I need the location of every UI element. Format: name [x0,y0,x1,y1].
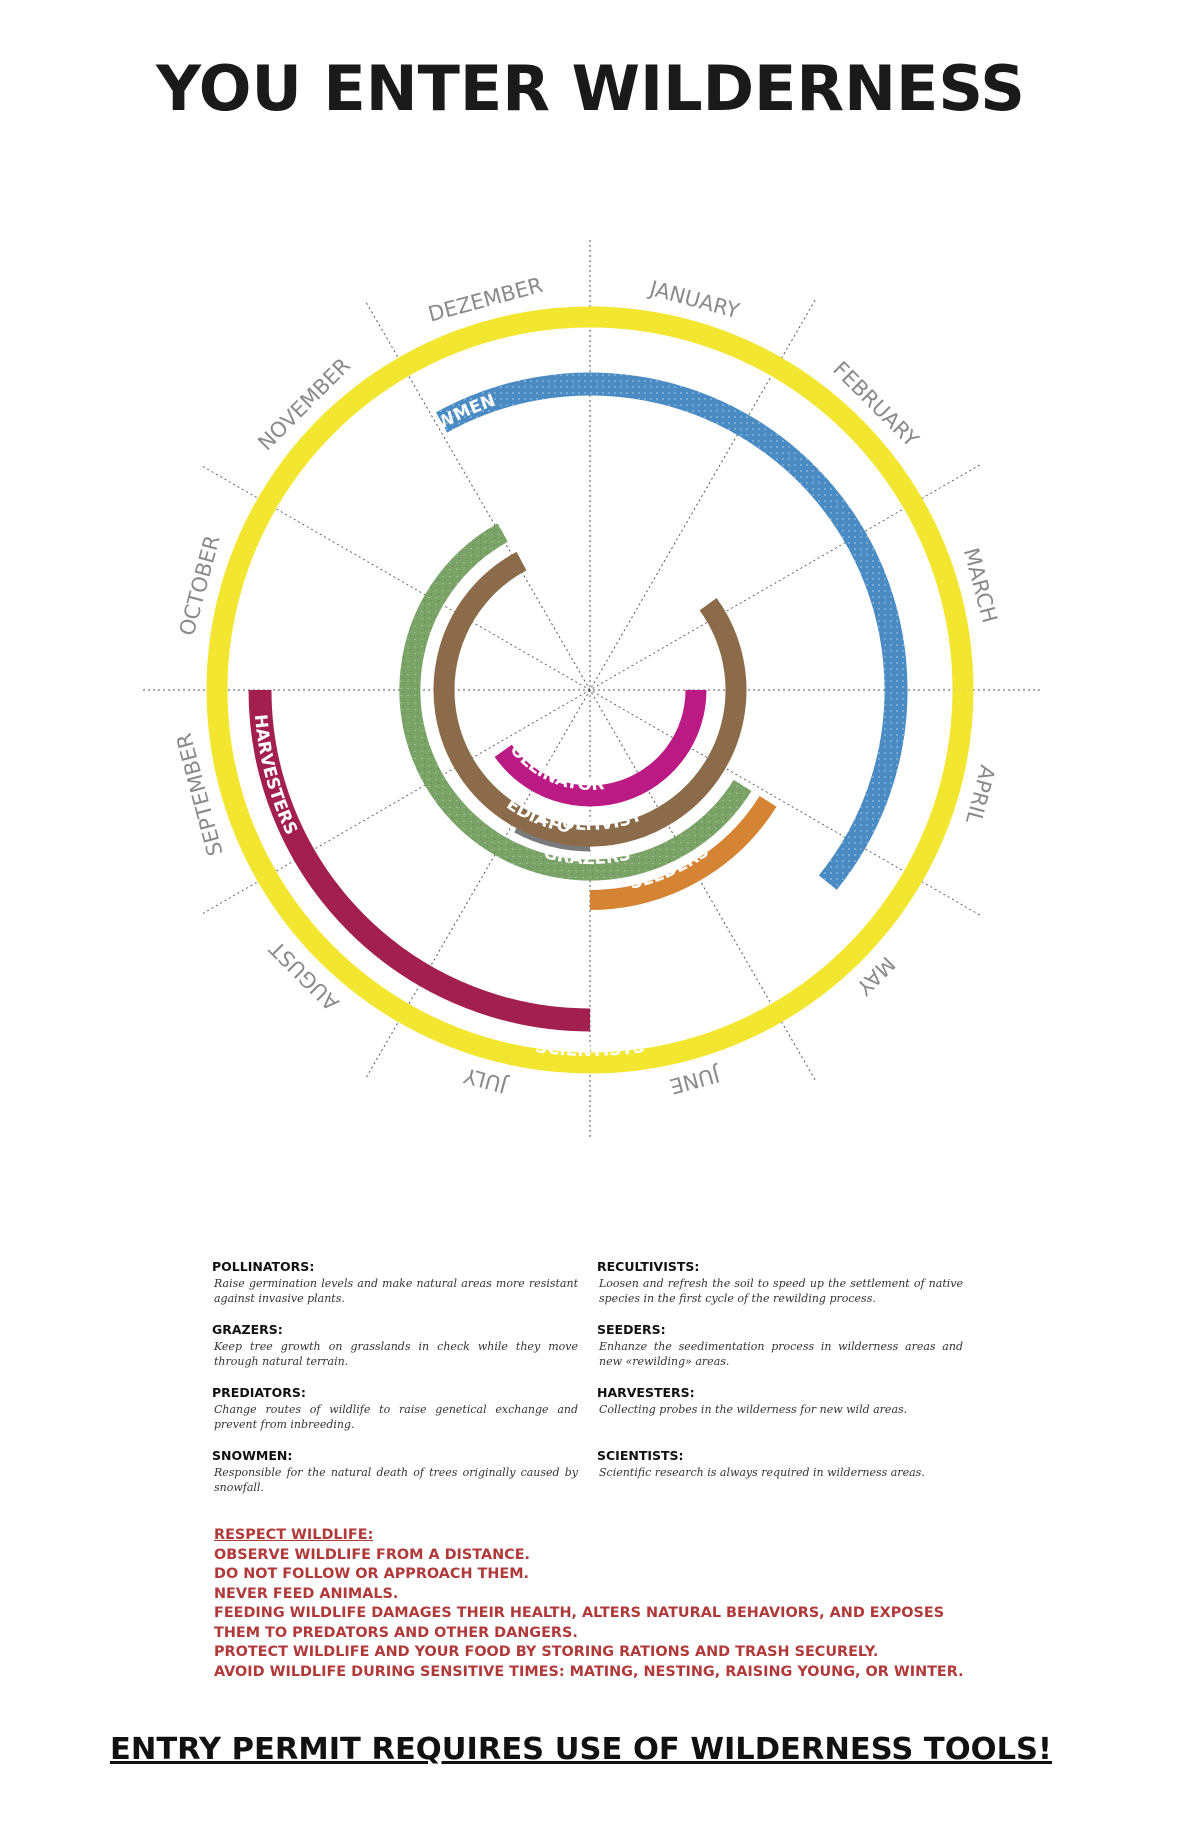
legend-description: Raise germination levels and make natura… [214,1277,578,1305]
snowmen-ring [436,372,908,890]
rule-line: DO NOT FOLLOW OR APPROACH THEM. [214,1566,530,1582]
legend-item-seeders: SEEDERS: Enhanze the seedimentation proc… [597,1322,963,1385]
rule-line: AVOID WILDLIFE DURING SENSITIVE TIMES: M… [214,1663,964,1680]
legend-item-harvesters: HARVESTERS: Collecting probes in the wil… [597,1385,963,1448]
legend-description: Change routes of wildlife to raise genet… [214,1403,578,1431]
snowmen-label: SNOWMEN [397,391,498,457]
legend-item-grazers: GRAZERS: Keep tree growth on grasslands … [212,1322,578,1385]
legend-item-scientists: SCIENTISTS: Scientific research is alway… [597,1448,963,1511]
recultivists-label: RECULTIVISTS [0,150,645,835]
rule-line: PROTECT WILDLIFE AND YOUR FOOD BY STORIN… [214,1644,879,1660]
month-label-april: APRIL [961,763,1000,827]
legend-heading: PREDIATORS: [212,1385,306,1400]
seeders-ring [589,795,777,910]
legend-heading: RECULTIVISTS: [597,1259,700,1274]
legend-heading: SEEDERS: [597,1322,666,1337]
legend-column-right: RECULTIVISTS: Loosen and refresh the soi… [597,1259,963,1511]
pollinators-label: POLLINATORS [0,150,605,795]
legend-column-left: POLLINATORS: Raise germination levels an… [212,1259,578,1511]
recultivists-ring [433,551,747,847]
legend-heading: HARVESTERS: [597,1385,695,1400]
legend-description: Enhanze the seedimentation process in wi… [599,1340,963,1368]
rule-line: NEVER FEED ANIMALS. [214,1585,399,1602]
pollinators-ring [494,689,707,807]
legend-heading: SNOWMEN: [212,1448,293,1463]
rule-line: THEM TO PREDATORS AND OTHER DANGERS. [214,1624,578,1641]
prediators-label: PREDIATORS [0,150,573,838]
wildlife-rules: RESPECT WILDLIFE: OBSERVE WILDLIFE FROM … [214,1526,994,1682]
legend-item-pollinators: POLLINATORS: Raise germination levels an… [212,1259,578,1322]
rules-heading: RESPECT WILDLIFE: [214,1527,374,1543]
legend-heading: GRAZERS: [212,1322,283,1337]
legend-description: Scientific research is always required i… [599,1466,925,1479]
legend-description: Loosen and refresh the soil to speed up … [599,1277,963,1305]
seasonal-wheel-diagram: SCIENTISTS SNOWMEN HARVESTERS SEEDERS PR… [0,150,1040,1140]
legend-description: Keep tree growth on grasslands in check … [214,1340,578,1368]
harvesters-ring [248,689,591,1032]
legend-description: Collecting probes in the wilderness for … [599,1403,908,1416]
legend-heading: POLLINATORS: [212,1259,315,1274]
month-divider-line [364,300,816,1080]
month-label-july: JULY [461,1063,511,1098]
harvesters-label: HARVESTERS [250,713,301,838]
rule-line: OBSERVE WILDLIFE FROM A DISTANCE. [214,1546,531,1563]
month-label-june: JUNE [667,1062,724,1099]
scientists-ring [206,306,974,1074]
legend-heading: SCIENTISTS: [597,1448,684,1463]
page-title: YOU ENTER WILDERNESS [156,52,1025,125]
grazers-ring [399,523,752,881]
legend-description: Responsible for the natural death of tre… [214,1466,578,1494]
legend-item-prediators: PREDIATORS: Change routes of wildlife to… [212,1385,578,1448]
legend-item-recultivists: RECULTIVISTS: Loosen and refresh the soi… [597,1259,963,1322]
legend-item-snowmen: SNOWMEN: Responsible for the natural dea… [212,1448,578,1511]
footer-notice: ENTRY PERMIT REQUIRES USE OF WILDERNESS … [110,1732,1052,1767]
rule-line: FEEDING WILDLIFE DAMAGES THEIR HEALTH, A… [214,1605,945,1621]
